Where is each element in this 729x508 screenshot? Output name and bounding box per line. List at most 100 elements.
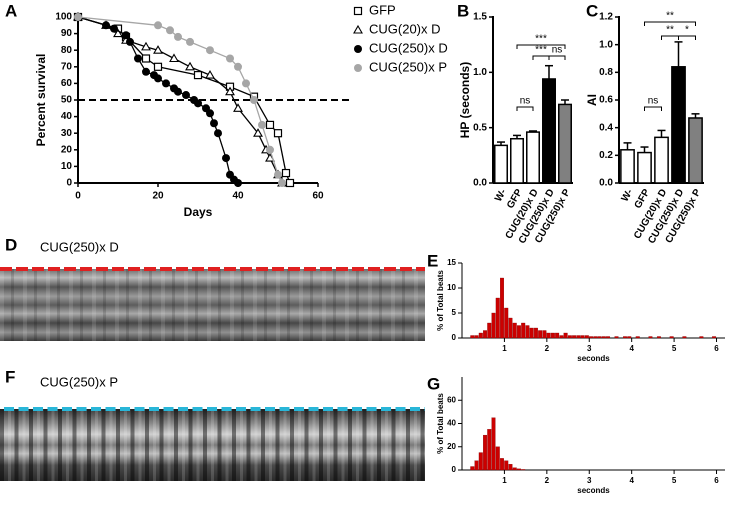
y-axis-label: HP (seconds)	[458, 62, 472, 138]
marker	[174, 87, 182, 96]
legend-marker	[353, 24, 363, 34]
marker	[193, 70, 203, 80]
marker	[74, 13, 82, 21]
histogram-bar	[504, 307, 509, 339]
significance-bracket	[678, 35, 696, 40]
series	[74, 13, 286, 187]
marker	[234, 179, 242, 187]
y-tick-label: 0.2	[599, 150, 613, 161]
panel-label: E	[427, 251, 438, 270]
marker	[154, 21, 162, 30]
bar	[542, 78, 556, 184]
histogram-bar	[516, 325, 521, 339]
significance-label: ***	[535, 45, 547, 56]
marker	[166, 26, 174, 35]
histogram-bar	[567, 335, 572, 339]
marker	[273, 129, 283, 138]
marker	[141, 54, 151, 63]
histogram-bar	[623, 336, 627, 339]
significance-label: **	[666, 11, 674, 22]
histogram-bar	[491, 417, 496, 471]
y-axis-label: Percent survival	[34, 54, 48, 147]
marker	[265, 120, 275, 130]
y-tick-label: 0.0	[473, 178, 487, 189]
x-tick-label: 5	[672, 344, 677, 353]
histogram-bar	[478, 452, 483, 471]
x-tick-label: W-	[493, 187, 509, 203]
histogram-bar	[559, 335, 564, 339]
marker	[234, 62, 242, 71]
histogram-bar	[606, 336, 611, 339]
marker	[222, 154, 230, 163]
histogram-bar	[576, 335, 581, 339]
panel-label: B	[457, 1, 469, 20]
image-label: CUG(250)x P	[40, 374, 118, 389]
y-tick-label: 60	[447, 395, 456, 404]
histogram-bar	[508, 464, 513, 471]
y-tick-label: 40	[61, 111, 73, 122]
significance-label: ns	[520, 96, 531, 107]
marker	[206, 109, 214, 118]
significance-label: ns	[552, 45, 563, 56]
x-tick-label: 4	[629, 344, 634, 353]
marker	[153, 62, 163, 71]
x-tick-label: 1	[502, 344, 507, 353]
histogram-bar	[491, 312, 496, 339]
x-tick-label: 5	[672, 476, 677, 485]
histogram-bar	[504, 460, 509, 471]
y-tick-label: 80	[61, 45, 73, 56]
histogram-bar	[648, 336, 653, 339]
x-tick-label: 4	[629, 476, 634, 485]
y-tick-label: 1.2	[599, 12, 613, 23]
legend-marker	[354, 45, 362, 53]
y-tick-label: 40	[447, 419, 456, 428]
x-tick-label: 3	[587, 476, 592, 485]
legend-label: CUG(20)x D	[369, 21, 441, 36]
histogram-bar	[483, 330, 488, 339]
y-tick-label: 10	[61, 161, 73, 172]
y-tick-label: 1.0	[599, 39, 613, 50]
panel-label: F	[5, 367, 15, 386]
y-tick-label: 100	[55, 12, 72, 23]
histogram-bar	[563, 332, 568, 339]
histogram-bar	[474, 460, 479, 471]
y-tick-label: 70	[61, 61, 73, 72]
histogram-bar	[542, 330, 547, 339]
y-tick-label: 5	[452, 308, 457, 317]
marker	[174, 32, 182, 41]
x-tick-label: W-	[620, 187, 636, 203]
y-tick-label: 0.0	[599, 178, 613, 189]
y-tick-label: 0.5	[473, 122, 487, 133]
bar	[688, 117, 703, 184]
y-tick-label: 20	[447, 442, 456, 451]
marker	[226, 54, 234, 63]
y-tick-label: 50	[61, 95, 73, 106]
histogram-bar	[572, 335, 577, 339]
kymograph-f	[0, 407, 425, 481]
x-tick-label: 3	[587, 344, 592, 353]
x-axis-label: Days	[184, 205, 213, 219]
bar	[671, 66, 686, 184]
marker	[274, 170, 282, 179]
histogram-bar	[555, 332, 560, 339]
marker	[142, 67, 150, 76]
kymograph-d	[0, 267, 425, 341]
x-tick-label: 1	[502, 476, 507, 485]
histogram-bar	[584, 335, 589, 339]
histogram-bar	[593, 336, 598, 339]
y-axis-label: AI	[585, 94, 599, 106]
marker	[110, 24, 118, 33]
marker	[153, 45, 163, 54]
marker	[253, 128, 263, 137]
histogram-bar	[597, 336, 602, 339]
y-tick-label: 20	[61, 144, 73, 155]
x-tick-label: 40	[232, 191, 244, 202]
histogram-bar	[589, 336, 594, 339]
y-tick-label: 0.6	[599, 95, 613, 106]
marker	[205, 69, 215, 79]
histogram-bar	[478, 332, 483, 339]
marker	[141, 41, 151, 51]
marker	[206, 46, 214, 55]
x-tick-label: 0	[75, 191, 81, 202]
marker	[185, 61, 195, 71]
